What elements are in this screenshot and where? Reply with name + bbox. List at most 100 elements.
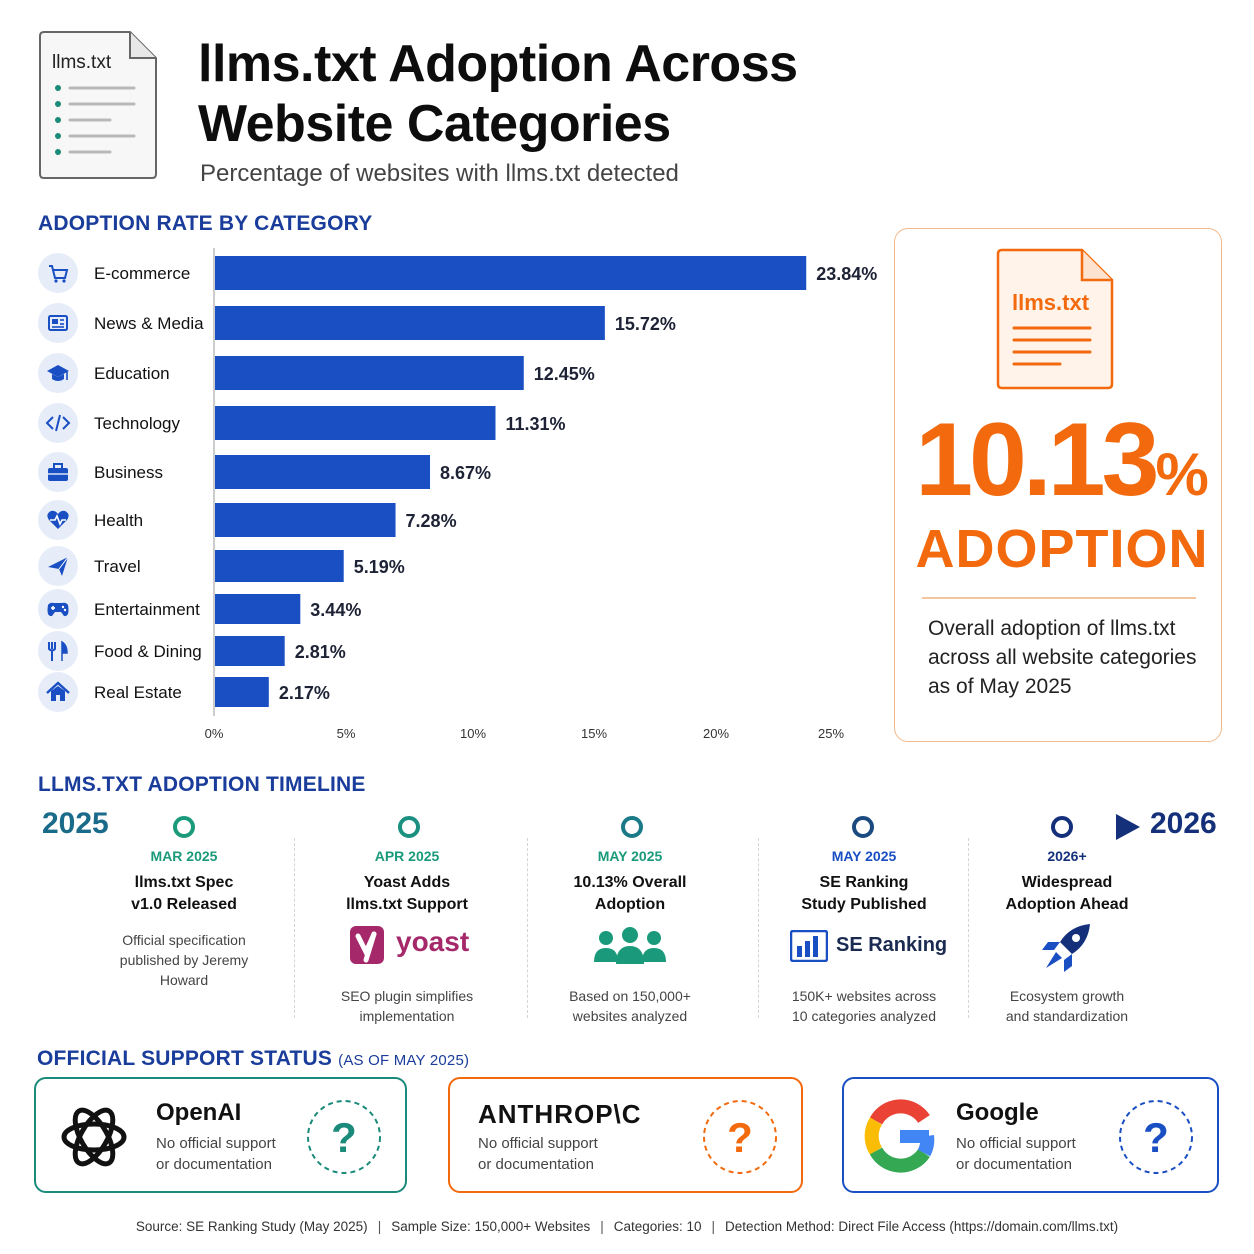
bar-value-label: 8.67% xyxy=(440,463,491,483)
bar xyxy=(215,550,344,582)
event-title: 10.13% Overall Adoption xyxy=(530,872,730,916)
provider-status-text: No official support or documentation xyxy=(956,1133,1076,1175)
x-tick-label: 15% xyxy=(581,726,607,741)
bar xyxy=(215,677,269,707)
support-card-anthropic: ANTHROP\C No official support or documen… xyxy=(448,1077,803,1193)
event-date: MAY 2025 xyxy=(597,848,663,864)
timeline-end-year: 2026 xyxy=(1150,807,1217,840)
event-description: Based on 150,000+ websites analyzed xyxy=(530,986,730,1026)
timeline-event-apr-2025: APR 2025 Yoast Adds llms.txt Support yoa… xyxy=(304,848,510,1026)
event-title-line: SE Ranking xyxy=(819,874,909,891)
event-title-line: Widespread xyxy=(1021,874,1113,891)
bar xyxy=(215,503,396,537)
footer-categories: Categories: 10 xyxy=(613,1219,702,1234)
provider-name: ANTHROP\C xyxy=(478,1099,642,1129)
overall-adoption-description: Overall adoption of llms.txt across all … xyxy=(928,617,1197,698)
event-desc-line: 150K+ websites across xyxy=(791,988,937,1004)
document-icon: llms.txt xyxy=(38,30,158,180)
bar xyxy=(215,594,301,624)
footer-source: Source: SE Ranking Study (May 2025) xyxy=(135,1219,368,1234)
category-label: Health xyxy=(94,511,143,530)
event-date: MAY 2025 xyxy=(831,848,897,864)
bar-value-label: 2.81% xyxy=(295,642,346,662)
status-line: No official support xyxy=(478,1135,598,1152)
percent-sign: % xyxy=(1155,441,1209,508)
bar-value-label: 23.84% xyxy=(816,264,877,284)
bar-value-label: 2.17% xyxy=(279,683,330,703)
gamepad-icon xyxy=(47,602,69,617)
timeline-start-year: 2025 xyxy=(42,807,109,840)
timeline-node xyxy=(621,816,643,838)
timeline-event-2026: 2026+ Widespread Adoption Ahead Ecosyste… xyxy=(972,848,1162,1026)
heart-pulse-icon xyxy=(47,510,69,529)
x-tick-label: 25% xyxy=(818,726,844,741)
footer-method: Detection Method: Direct File Access (ht… xyxy=(725,1219,1119,1234)
event-description: Official specification published by Jere… xyxy=(84,930,284,990)
card-divider xyxy=(922,597,1196,599)
bar-value-label: 7.28% xyxy=(406,511,457,531)
openai-logo xyxy=(61,1107,127,1167)
support-card-google: Google No official support or documentat… xyxy=(842,1077,1219,1193)
bar xyxy=(215,256,807,290)
timeline-axis xyxy=(119,814,1140,840)
adoption-bar-chart: E-commerce 23.84% News & Media 15.72% Educat… xyxy=(38,248,877,741)
status-line: or documentation xyxy=(956,1156,1072,1173)
category-label: News & Media xyxy=(94,314,204,333)
status-line: No official support xyxy=(156,1135,276,1152)
event-desc-line: Ecosystem growth xyxy=(1009,988,1125,1004)
x-tick-label: 10% xyxy=(460,726,486,741)
timeline-node xyxy=(173,816,195,838)
overall-adoption-value: 10.13% xyxy=(912,400,1212,535)
bar-value-label: 5.19% xyxy=(354,557,405,577)
title-line-1: llms.txt Adoption Across xyxy=(198,35,798,93)
title-line-2: Website Categories xyxy=(198,95,671,153)
event-desc-line: SEO plugin simplifies xyxy=(340,988,474,1004)
timeline-event-may-2025-adoption: MAY 2025 10.13% Overall Adoption Based o… xyxy=(530,848,730,1026)
provider-name: OpenAI xyxy=(156,1099,242,1126)
question-icon: ? xyxy=(703,1100,777,1174)
provider-name: Google xyxy=(956,1099,1039,1126)
bar xyxy=(215,406,496,440)
timeline-divider xyxy=(968,838,969,1018)
question-icon: ? xyxy=(307,1100,381,1174)
event-desc-line: implementation xyxy=(359,1008,455,1024)
category-label: Business xyxy=(94,463,163,482)
event-title-line: Study Published xyxy=(801,896,927,913)
event-description: 150K+ websites across 10 categories anal… xyxy=(764,986,964,1026)
event-description: Ecosystem growth and standardization xyxy=(972,986,1162,1026)
category-label: Travel xyxy=(94,557,141,576)
category-label: Real Estate xyxy=(94,683,182,702)
bar-value-label: 12.45% xyxy=(534,364,595,384)
rocket-icon xyxy=(972,916,1162,974)
se-ranking-logo: SE Ranking xyxy=(764,916,964,974)
status-line: or documentation xyxy=(156,1156,272,1173)
google-logo xyxy=(864,1099,935,1173)
cart-icon xyxy=(49,265,69,283)
event-title-line: llms.txt Support xyxy=(346,896,468,913)
bar xyxy=(215,356,524,390)
svg-text:?: ? xyxy=(727,1114,753,1161)
category-icon-bg xyxy=(38,253,78,293)
page-title: llms.txt Adoption Across Website Categor… xyxy=(198,34,958,154)
house-icon xyxy=(46,681,70,701)
timeline-node xyxy=(398,816,420,838)
event-title-line: v1.0 Released xyxy=(131,896,237,913)
category-label: Technology xyxy=(94,414,181,433)
event-title-line: 10.13% Overall xyxy=(573,874,687,891)
se-ranking-wordmark: SE Ranking xyxy=(836,934,948,956)
support-section-title: OFFICIAL SUPPORT STATUS (AS OF MAY 2025) xyxy=(37,1047,469,1071)
status-line: or documentation xyxy=(478,1156,594,1173)
event-title-line: Yoast Adds xyxy=(363,874,451,891)
timeline-divider xyxy=(527,838,528,1018)
event-title: llms.txt Spec v1.0 Released xyxy=(84,872,284,916)
event-desc-line: published by Jeremy xyxy=(119,952,249,968)
timeline-node xyxy=(852,816,874,838)
event-title: Yoast Adds llms.txt Support xyxy=(304,872,510,916)
timeline-event-mar-2025: MAR 2025 llms.txt Spec v1.0 Released Off… xyxy=(84,848,284,990)
event-desc-line: and standardization xyxy=(1005,1008,1129,1024)
event-description: SEO plugin simplifies implementation xyxy=(304,986,510,1026)
category-icon-bg xyxy=(38,631,78,671)
timeline-section-title: LLMS.TXT ADOPTION TIMELINE xyxy=(38,773,366,796)
event-date: APR 2025 xyxy=(374,848,440,864)
chart-section-title: ADOPTION RATE BY CATEGORY xyxy=(38,212,373,235)
